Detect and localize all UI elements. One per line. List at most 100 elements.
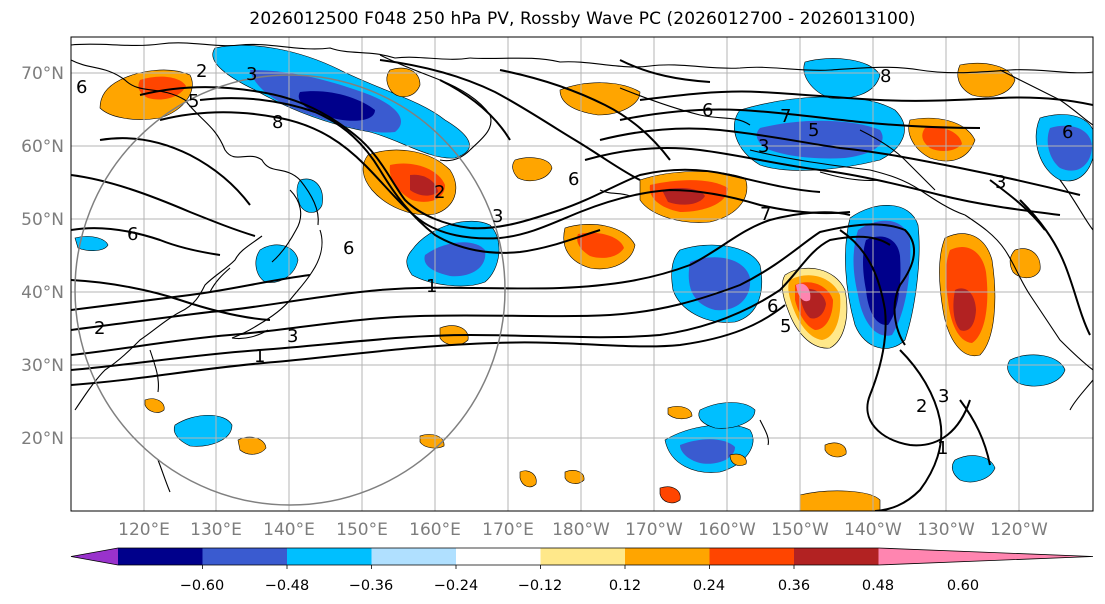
- colorbar-segment: [202, 548, 288, 565]
- map-title: 2026012500 F048 250 hPa PV, Rossby Wave …: [249, 9, 916, 29]
- longitude-label: 150°W: [771, 520, 829, 540]
- pv-negative-region: [803, 58, 881, 99]
- colorbar-segment: [709, 548, 795, 565]
- contour-label: 8: [880, 66, 891, 87]
- contour-label: 6: [702, 100, 713, 121]
- contour-label: 3: [492, 206, 503, 227]
- pv-negative-region: [863, 236, 901, 326]
- pv-positive-region: [667, 406, 693, 420]
- contour-label: 2: [434, 182, 445, 203]
- colorbar-tick-label: −0.36: [349, 578, 393, 594]
- contour-label: 6: [1062, 122, 1073, 143]
- colorbar-tick-label: −0.48: [265, 578, 309, 594]
- contour-label: 3: [938, 386, 949, 407]
- longitude-label: 160°E: [409, 520, 461, 540]
- contour-label: 3: [995, 172, 1006, 193]
- pv-negative-region: [296, 178, 323, 213]
- colorbar-outline: [70, 547, 1094, 566]
- latitude-label: 70°N: [21, 64, 64, 84]
- longitude-axis: 120°E 130°E 140°E 150°E 160°E 170°E 180°…: [118, 520, 1048, 540]
- contour-label: 7: [760, 204, 771, 225]
- contour-label: 7: [780, 106, 791, 127]
- pv-positive-region: [564, 470, 585, 484]
- colorbar-tick-label: −0.24: [434, 578, 478, 594]
- latitude-label: 60°N: [21, 137, 64, 157]
- colorbar-segment: [794, 548, 879, 565]
- longitude-label: 180°W: [552, 520, 610, 540]
- colorbar: [70, 547, 1094, 569]
- pv-contours: [71, 59, 1093, 511]
- contour-label: 6: [568, 169, 579, 190]
- pv-positive-region: [512, 157, 553, 181]
- contour-label: 3: [287, 326, 298, 347]
- latitude-label: 50°N: [21, 210, 64, 230]
- pv-negative-region: [680, 439, 735, 464]
- contour-label: 3: [758, 136, 769, 157]
- contour-label: 1: [254, 346, 265, 367]
- contour-label: 1: [426, 276, 437, 297]
- contour-label: 6: [127, 224, 138, 245]
- contour-label: 8: [272, 112, 283, 133]
- pv-negative-region: [1047, 125, 1092, 171]
- latitude-label: 40°N: [21, 283, 64, 303]
- pv-negative-region: [951, 455, 996, 483]
- contour-labels: 2 3 5 6 8 6 2 3 6 1 2 3 1 6 6 7 5 8 3 3 …: [76, 61, 1073, 459]
- contour-label: 1: [937, 438, 948, 459]
- latitude-label: 20°N: [21, 429, 64, 449]
- longitude-label: 130°E: [190, 520, 242, 540]
- longitude-label: 170°E: [482, 520, 534, 540]
- colorbar-segment: [540, 548, 626, 565]
- colorbar-tick-label: 0.60: [947, 578, 979, 594]
- pv-negative-region: [74, 236, 109, 251]
- longitude-label: 160°W: [698, 520, 756, 540]
- pv-positive-region: [237, 436, 267, 455]
- contour-label: 6: [343, 238, 354, 259]
- pv-positive-region: [386, 67, 421, 98]
- pv-positive-region: [559, 82, 641, 116]
- contour-label: 2: [916, 396, 927, 417]
- pv-positive-region: [957, 62, 1016, 98]
- contour-label: 5: [780, 316, 791, 337]
- pv-positive-region: [410, 174, 438, 196]
- colorbar-tick-label: −0.60: [180, 578, 224, 594]
- pv-positive-region: [953, 288, 976, 331]
- colorbar-tick-label: 0.36: [778, 578, 810, 594]
- region-circle: [74, 74, 506, 506]
- pv-positive-region: [144, 398, 165, 413]
- colorbar-tick-label: 0.24: [693, 578, 725, 594]
- pv-positive-region: [138, 76, 186, 100]
- longitude-label: 170°W: [625, 520, 683, 540]
- longitude-label: 120°E: [118, 520, 170, 540]
- pv-positive-region: [922, 127, 962, 152]
- longitude-label: 130°W: [917, 520, 975, 540]
- map-frame: [70, 36, 1094, 512]
- colorbar-tick-label: 0.48: [862, 578, 894, 594]
- longitude-label: 140°W: [844, 520, 902, 540]
- pv-positive-region: [419, 434, 445, 449]
- graticule: [71, 37, 1093, 511]
- colorbar-segment: [625, 548, 710, 565]
- colorbar-tick-label: −0.12: [518, 578, 562, 594]
- colorbar-tick-label: 0.12: [609, 578, 641, 594]
- contour-label: 5: [188, 91, 199, 112]
- longitude-label: 120°W: [990, 520, 1048, 540]
- colorbar-segment: [287, 548, 372, 565]
- colorbar-tick-labels: −0.60 −0.48 −0.36 −0.24 −0.12 0.12 0.24 …: [180, 578, 979, 594]
- latitude-label: 30°N: [21, 356, 64, 376]
- contour-label: 2: [196, 61, 207, 82]
- longitude-label: 150°E: [336, 520, 388, 540]
- pv-positive-region: [577, 232, 624, 258]
- colorbar-extend-max: [878, 548, 1093, 565]
- pv-negative-region: [1007, 354, 1066, 387]
- pv-positive-region: [824, 442, 847, 458]
- colorbar-segment: [371, 548, 457, 565]
- colorbar-segment: [118, 548, 203, 565]
- pv-positive-region: [659, 486, 681, 504]
- pv-positive-region: [1009, 248, 1041, 279]
- contour-label: 3: [246, 64, 257, 85]
- colorbar-extend-min: [71, 548, 118, 565]
- longitude-label: 140°E: [263, 520, 315, 540]
- pv-positive-region: [519, 470, 537, 488]
- contour-label: 6: [76, 77, 87, 98]
